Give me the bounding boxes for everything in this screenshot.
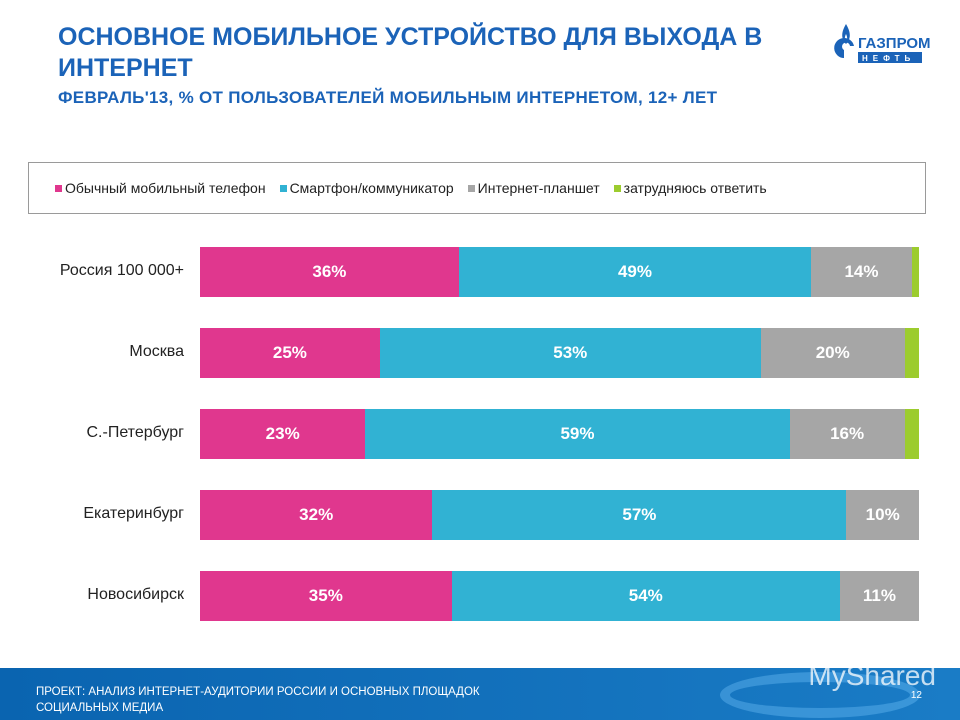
bar-segment: 54%: [451, 571, 840, 621]
legend-item: Смартфон/коммуникатор: [279, 180, 454, 196]
bar-segment: [904, 328, 919, 378]
legend-item: затрудняюсь ответить: [613, 180, 767, 196]
project-line-2: СОЦИАЛЬНЫХ МЕДИА: [36, 702, 164, 714]
legend-label: Смартфон/коммуникатор: [289, 180, 454, 196]
gazprom-neft-logo: ГАЗПРОМ НЕФТЬ: [834, 24, 931, 63]
bar-segment: [911, 247, 919, 297]
legend-label: Интернет-планшет: [477, 180, 600, 196]
category-label: Москва: [129, 343, 184, 360]
bar-segment: 25%: [200, 328, 380, 378]
bar-row: 32% 57% 10%: [200, 490, 919, 540]
bar-row: 35% 54% 11%: [200, 571, 919, 621]
bar-segment: 59%: [365, 409, 790, 459]
project-line-1: ПРОЕКТ: АНАЛИЗ ИНТЕРНЕТ-АУДИТОРИИ РОССИИ…: [36, 686, 480, 698]
legend-swatch: [613, 184, 621, 192]
bar-segment: 10%: [846, 490, 919, 540]
bar-segment: 35%: [200, 571, 452, 621]
bar-segment: 14%: [811, 247, 912, 297]
category-label: С.-Петербург: [86, 424, 184, 441]
svg-text:ГАЗПРОМ: ГАЗПРОМ: [858, 35, 931, 52]
bar-row: 25% 53% 20%: [200, 328, 919, 378]
footer: ПРОЕКТ: АНАЛИЗ ИНТЕРНЕТ-АУДИТОРИИ РОССИИ…: [0, 660, 960, 720]
bar-row: 23% 59% 16%: [200, 409, 919, 459]
legend-swatch: [279, 184, 287, 192]
chart-legend: Обычный мобильный телефон Смартфон/коммун…: [28, 162, 926, 214]
watermark: MyShared: [808, 660, 936, 691]
bar-row: 36% 49% 14%: [200, 247, 919, 297]
bar-segment: 49%: [458, 247, 812, 297]
project-caption: ПРОЕКТ: АНАЛИЗ ИНТЕРНЕТ-АУДИТОРИИ РОССИИ…: [36, 684, 480, 716]
legend-label: затрудняюсь ответить: [623, 180, 767, 196]
bar-segment: [904, 409, 919, 459]
bar-segment: 23%: [200, 409, 366, 459]
bar-segment: 11%: [839, 571, 919, 621]
category-label: Новосибирск: [87, 586, 184, 603]
page-subtitle: ФЕВРАЛЬ'13, % ОТ ПОЛЬЗОВАТЕЛЕЙ МОБИЛЬНЫМ…: [58, 88, 718, 107]
legend-label: Обычный мобильный телефон: [65, 180, 266, 196]
bar-segment: 57%: [432, 490, 847, 540]
legend-swatch: [467, 184, 475, 192]
bar-segment: 20%: [760, 328, 905, 378]
page-number: 12: [910, 690, 922, 701]
category-label: Россия 100 000+: [59, 262, 184, 279]
legend-item: Обычный мобильный телефон: [55, 180, 266, 196]
bar-segment: 53%: [379, 328, 761, 378]
footer-decoration: [720, 672, 920, 718]
legend-swatch: [55, 184, 62, 192]
page-title: ОСНОВНОЕ МОБИЛЬНОЕ УСТРОЙСТВО ДЛЯ ВЫХОДА…: [58, 23, 763, 82]
bar-segment: 32%: [200, 490, 433, 540]
svg-text:НЕФТЬ: НЕФТЬ: [862, 54, 915, 63]
bar-segment: 16%: [789, 409, 905, 459]
legend-item: Интернет-планшет: [467, 180, 600, 196]
category-label: Екатеринбург: [83, 505, 184, 522]
bar-segment: 36%: [200, 247, 459, 297]
